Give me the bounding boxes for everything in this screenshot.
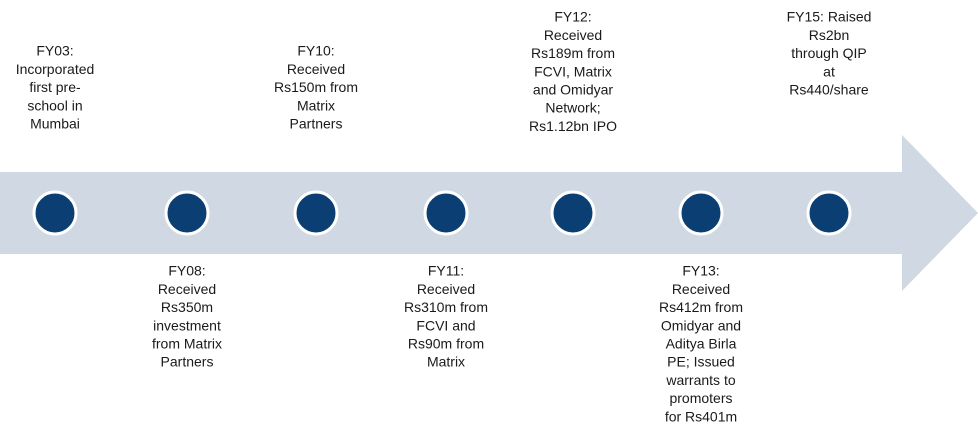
milestone-label: Rs2bn (809, 27, 849, 43)
milestone-label: Received (158, 281, 216, 297)
milestone-label: Rs150m from (274, 79, 358, 95)
milestone-label: Rs310m from (404, 299, 488, 315)
milestone-label: FY11: (428, 263, 464, 279)
milestone-label: FY10: (297, 43, 334, 59)
milestone-label: from Matrix (152, 336, 222, 352)
milestone-label: FCVI and (416, 317, 475, 333)
milestone-dot (293, 190, 339, 236)
milestone-label: school in (27, 97, 82, 113)
milestone-label: Rs1.12bn IPO (529, 118, 617, 134)
milestone-dot (550, 190, 596, 236)
milestone-label: FY03: (36, 43, 73, 59)
milestone-label: investment (153, 317, 221, 333)
milestone-label: Incorporated (16, 61, 95, 77)
milestone-label: Rs350m (161, 299, 213, 315)
milestone-label: Partners (161, 354, 214, 370)
milestone-label: Rs440/share (789, 82, 869, 98)
milestone-label: Received (287, 61, 345, 77)
milestone-label: Matrix (297, 97, 335, 113)
milestone-label: for Rs401m (665, 408, 737, 424)
milestone-label: warrants to (665, 372, 735, 388)
milestone-dot (423, 190, 469, 236)
milestone-dot (32, 190, 78, 236)
milestone-label: FY15: Raised (787, 9, 872, 25)
milestone-label: Rs412m from (659, 299, 743, 315)
milestone-label: PE; Issued (667, 354, 735, 370)
milestone-label: first pre- (29, 79, 81, 95)
milestone-dot (678, 190, 724, 236)
milestone-label: FCVI, Matrix (534, 63, 612, 79)
milestone-label: Aditya Birla (666, 336, 737, 352)
timeline-arrow (0, 135, 978, 291)
milestone-label: Received (672, 281, 730, 297)
milestone-label: Partners (290, 116, 343, 132)
milestone-label: through QIP (791, 45, 867, 61)
milestone-label: Received (417, 281, 475, 297)
milestone-label: Omidyar and (661, 317, 741, 333)
milestone-label: FY13: (682, 263, 719, 279)
milestone-label: promoters (669, 390, 732, 406)
milestone-dot (164, 190, 210, 236)
milestone-label: Network; (545, 100, 600, 116)
milestone-label: Matrix (427, 354, 465, 370)
milestone-label: Received (544, 27, 602, 43)
milestone-label: Rs189m from (531, 45, 615, 61)
milestone-label: at (823, 63, 835, 79)
milestone-label: Mumbai (30, 116, 80, 132)
milestone-label: FY08: (168, 263, 205, 279)
milestone-label: FY12: (554, 9, 591, 25)
milestone-label: Rs90m from (408, 336, 484, 352)
milestone-dot (806, 190, 852, 236)
milestone-label: and Omidyar (533, 82, 613, 98)
